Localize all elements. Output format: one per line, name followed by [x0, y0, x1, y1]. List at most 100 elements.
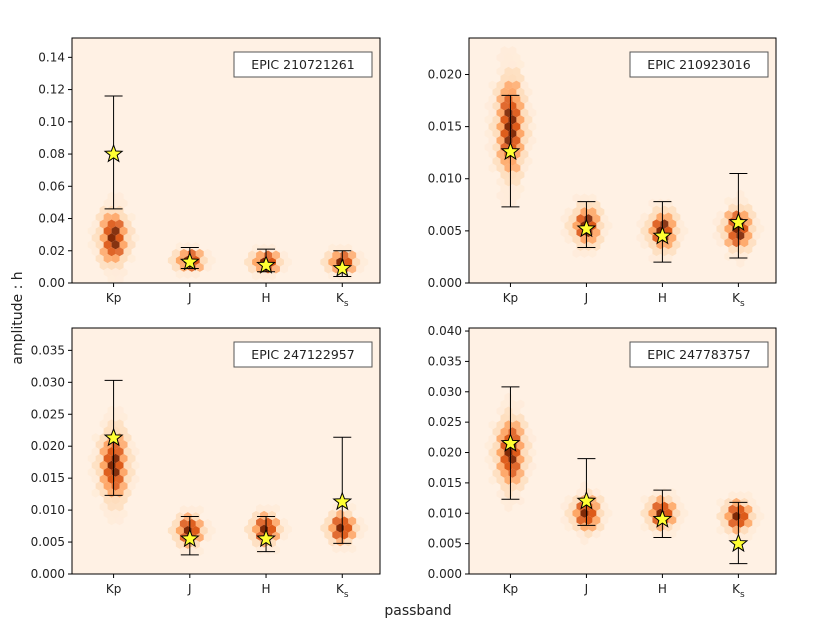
- density-hex: [356, 264, 365, 274]
- density-hex: [203, 519, 212, 529]
- legend-box: [629, 51, 769, 78]
- density-hex: [95, 467, 104, 477]
- density-hex: [107, 219, 116, 229]
- density-hex: [348, 530, 357, 540]
- density-hex: [91, 460, 100, 470]
- density-hex: [496, 80, 505, 90]
- density-hex: [512, 122, 521, 132]
- density-hex: [119, 212, 128, 222]
- density-hex: [600, 501, 609, 511]
- density-hex: [524, 454, 533, 465]
- density-hex: [560, 214, 569, 224]
- density-hex: [596, 522, 605, 532]
- density-hex: [95, 240, 104, 250]
- density-hex: [652, 219, 661, 229]
- density-hex: [524, 142, 533, 152]
- density-hex: [119, 440, 128, 450]
- density-hex: [588, 248, 597, 258]
- density-hex: [512, 94, 521, 104]
- density-hex: [248, 531, 257, 541]
- density-hex: [576, 214, 585, 224]
- density-hex: [592, 501, 601, 511]
- density-hex: [500, 496, 509, 506]
- density-hex: [652, 529, 661, 539]
- density-hex: [668, 529, 677, 539]
- density-hex: [524, 101, 533, 111]
- density-hex: [564, 234, 573, 245]
- density-hex: [207, 525, 216, 536]
- y-tick-label: 0.06: [38, 179, 65, 193]
- density-hex: [516, 170, 525, 180]
- density-hex: [115, 260, 124, 271]
- density-hex: [580, 536, 589, 546]
- density-hex: [716, 210, 725, 220]
- density-hex: [512, 475, 521, 485]
- density-hex: [524, 156, 533, 166]
- density-hex: [328, 537, 337, 547]
- density-hex: [500, 59, 509, 70]
- density-hex: [492, 468, 501, 478]
- density-hex: [564, 508, 573, 518]
- density-hex: [748, 525, 757, 535]
- star-marker-J: [576, 490, 597, 510]
- density-hex: [488, 163, 497, 173]
- density-hex: [496, 108, 505, 118]
- y-tick-label: 0.040: [428, 324, 462, 338]
- density-hex: [644, 501, 653, 511]
- x-tick-label: J: [584, 582, 589, 596]
- y-tick-label: 0.02: [38, 244, 65, 258]
- density-hex: [500, 197, 509, 208]
- density-hex: [95, 253, 104, 264]
- y-tick-label: 0.025: [428, 415, 462, 429]
- density-hex: [191, 525, 200, 536]
- density-hex: [504, 53, 513, 63]
- density-hex: [203, 262, 212, 272]
- density-hex: [488, 434, 497, 444]
- density-hex: [115, 460, 124, 470]
- density-hex: [123, 247, 132, 257]
- legend-box: [629, 341, 769, 368]
- density-hex: [648, 212, 657, 222]
- density-hex: [672, 226, 681, 236]
- density-hex: [115, 247, 124, 257]
- density-hex: [580, 248, 589, 258]
- y-tick-label: 0.08: [38, 147, 65, 161]
- density-hex: [127, 226, 136, 236]
- density-hex: [115, 205, 124, 215]
- density-hex: [568, 227, 577, 238]
- density-hex: [496, 406, 505, 416]
- density-hex: [272, 503, 280, 514]
- density-hex: [508, 73, 517, 83]
- x-tick-label: Kp: [106, 582, 122, 596]
- axes-frame: [71, 37, 381, 284]
- density-hex: [348, 544, 357, 554]
- x-tick-label: Ks: [336, 291, 349, 309]
- density-hex: [596, 234, 605, 245]
- density-hex: [484, 128, 493, 139]
- density-hex: [600, 214, 609, 224]
- density-hex: [520, 434, 529, 444]
- density-hex: [512, 406, 521, 416]
- density-hex: [500, 399, 509, 409]
- density-hex: [588, 508, 597, 518]
- density-hex: [516, 413, 525, 423]
- density-hex: [500, 427, 509, 437]
- density-hex: [500, 184, 509, 194]
- density-hex: [604, 508, 613, 518]
- y-tick-label: 0.000: [31, 567, 65, 581]
- density-hex: [123, 233, 132, 243]
- density-hex: [119, 495, 128, 505]
- density-hex: [324, 250, 333, 260]
- density-hex: [600, 515, 609, 525]
- density-hex: [744, 203, 753, 213]
- density-hex: [279, 531, 288, 541]
- density-hex: [103, 212, 112, 222]
- density-hex: [167, 255, 176, 266]
- star-marker-Kp: [103, 143, 124, 163]
- density-hex: [328, 257, 337, 267]
- density-hex: [572, 522, 581, 532]
- density-hex: [272, 517, 280, 527]
- density-hex: [256, 503, 265, 514]
- density-hex: [272, 531, 280, 541]
- axes-frame: [468, 37, 777, 284]
